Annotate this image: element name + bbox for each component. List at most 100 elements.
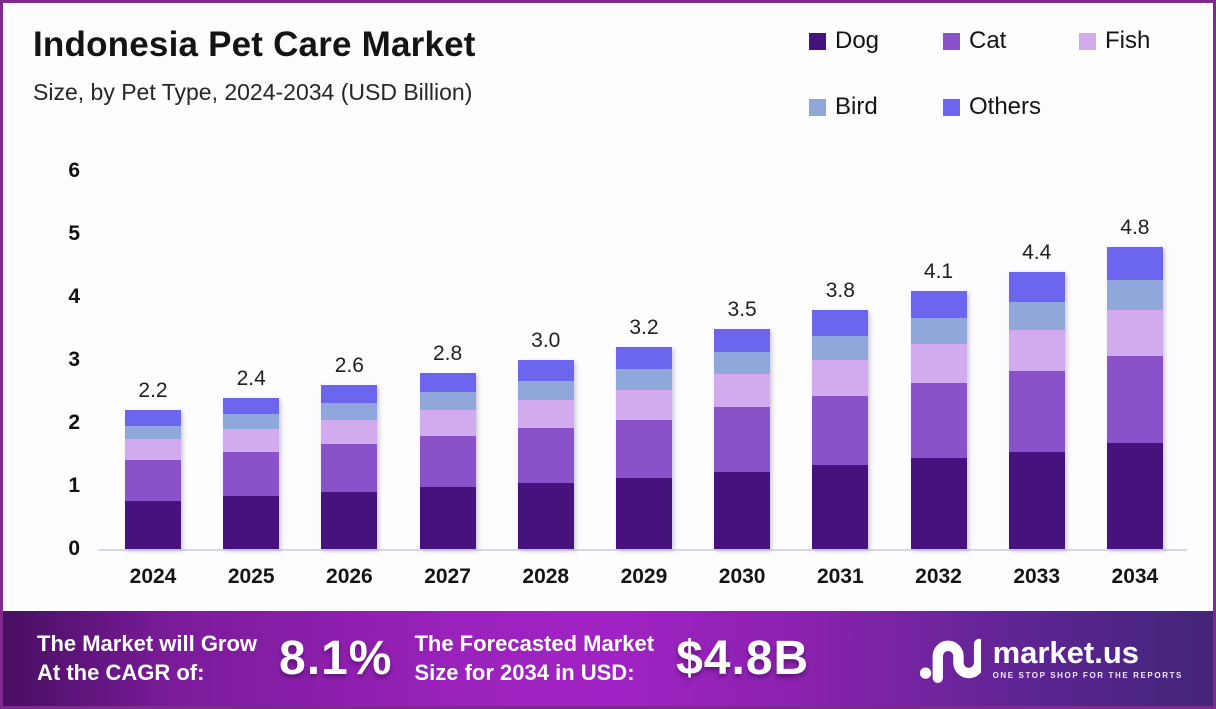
chart-area: 6 5 4 3 2 1 0 2.2 2.4 2.6 2.8 3.0 3.2 3.5 3.8 4.1 4.4 4.…: [3, 159, 1213, 560]
bar-segment-dog-2033: [1008, 451, 1065, 549]
cagr-label-line1: The Market will Grow: [37, 630, 258, 656]
bar-stack-2029: [615, 347, 672, 549]
bar-segment-cat-2034: [1106, 355, 1163, 444]
bar-segment-others-2032: [910, 290, 967, 319]
bar-group-2028: 3.0: [517, 329, 574, 549]
bar-segment-others-2026: [321, 385, 378, 404]
bar-segment-cat-2030: [714, 407, 771, 472]
bar-segment-cat-2029: [615, 419, 672, 479]
bar-segment-fish-2033: [1008, 329, 1065, 372]
bar-group-2033: 4.4: [1008, 240, 1065, 549]
x-axis: 2024 2025 2026 2027 2028 2029 2030 2031 2032 2033…: [98, 565, 1187, 589]
x-label-2031: 2031: [816, 565, 864, 588]
bar-group-2025: 2.4: [223, 366, 280, 549]
bar-segment-fish-2028: [517, 399, 574, 429]
bar-segment-cat-2024: [125, 460, 181, 501]
logo-tagline: ONE STOP SHOP FOR THE REPORTS: [992, 671, 1183, 680]
legend-item-dog: Dog: [809, 27, 943, 55]
x-label-2030: 2030: [718, 565, 766, 588]
y-tick-4: 4: [68, 285, 80, 308]
bar-segment-bird-2026: [321, 403, 378, 420]
bar-stack-2025: [223, 397, 280, 549]
bar-segment-dog-2028: [517, 482, 574, 549]
x-label-2025: 2025: [227, 565, 275, 588]
y-tick-5: 5: [68, 222, 80, 245]
bar-segment-fish-2026: [321, 419, 378, 445]
legend-item-cat: Cat: [943, 27, 1079, 55]
x-axis-spacer: [3, 565, 98, 589]
bar-segment-fish-2029: [615, 389, 672, 420]
legend-label: Others: [969, 93, 1042, 120]
forecast-label-line2: Size for 2034 in USD:: [414, 659, 635, 685]
cagr-label-line2: At the CAGR of:: [37, 659, 205, 685]
bar-segment-others-2030: [714, 328, 771, 352]
legend-item-fish: Fish: [1079, 27, 1189, 55]
legend-item-others: Others: [943, 93, 1079, 121]
bar-segment-fish-2027: [419, 409, 476, 437]
bar-segment-cat-2028: [517, 428, 574, 483]
title-block: Indonesia Pet Care Market Size, by Pet T…: [33, 19, 809, 171]
header: Indonesia Pet Care Market Size, by Pet T…: [3, 3, 1213, 171]
bar-segment-others-2024: [125, 410, 181, 426]
bar-total-label-2034: 4.8: [1120, 215, 1150, 239]
bar-segment-dog-2031: [812, 465, 869, 549]
y-tick-6: 6: [68, 159, 80, 182]
bar-group-2030: 3.5: [714, 297, 771, 549]
cagr-label: The Market will Grow At the CAGR of:: [37, 630, 257, 687]
legend: Dog Cat Fish Bird Others: [809, 27, 1189, 171]
bar-stack-2028: [517, 360, 574, 549]
x-label-2028: 2028: [522, 565, 570, 588]
bar-segment-fish-2030: [714, 373, 771, 408]
bar-segment-dog-2030: [714, 471, 771, 549]
bar-segment-cat-2032: [910, 383, 967, 459]
plot-area: 2.2 2.4 2.6 2.8 3.0 3.2 3.5 3.8 4.1 4.4 4.8: [98, 171, 1187, 551]
bird-swatch-icon: [809, 98, 826, 116]
bar-total-label-2027: 2.8: [432, 341, 463, 365]
bar-segment-others-2031: [812, 309, 869, 337]
bar-total-label-2030: 3.5: [727, 297, 757, 321]
y-tick-2: 2: [68, 411, 80, 434]
bar-segment-cat-2026: [321, 444, 378, 492]
bar-total-label-2033: 4.4: [1022, 240, 1052, 264]
bar-segment-dog-2032: [910, 458, 967, 549]
y-tick-3: 3: [68, 348, 80, 371]
bar-stack-2034: [1106, 246, 1163, 549]
bar-segment-fish-2025: [223, 429, 280, 452]
bar-segment-cat-2027: [419, 436, 476, 488]
x-label-2029: 2029: [620, 565, 668, 588]
x-label-2027: 2027: [424, 565, 471, 588]
logo-text: market.us: [992, 635, 1140, 670]
bar-stack-2033: [1008, 271, 1065, 549]
bar-segment-others-2033: [1008, 271, 1065, 303]
cagr-value: 8.1%: [279, 632, 393, 685]
x-label-2034: 2034: [1111, 565, 1159, 588]
marketus-logo: market.us ONE STOP SHOP FOR THE REPORTS: [919, 631, 1183, 687]
dog-swatch-icon: [809, 32, 826, 50]
bar-segment-bird-2032: [910, 318, 967, 345]
x-label-2026: 2026: [326, 565, 373, 588]
bar-segment-dog-2029: [615, 478, 672, 549]
bar-stack-2032: [910, 290, 967, 549]
bar-segment-dog-2026: [321, 491, 378, 549]
legend-label: Fish: [1105, 27, 1151, 54]
bar-total-label-2024: 2.2: [138, 379, 168, 403]
bar-total-label-2031: 3.8: [825, 278, 855, 302]
bar-stack-2026: [321, 385, 378, 549]
bar-segment-bird-2031: [812, 336, 869, 361]
bar-total-label-2025: 2.4: [236, 366, 266, 390]
marketus-logo-icon: [919, 631, 981, 687]
bar-stack-2027: [419, 372, 476, 549]
bar-segment-bird-2029: [615, 369, 672, 390]
x-label-2024: 2024: [129, 565, 177, 588]
legend-label: Cat: [969, 27, 1007, 54]
bar-segment-bird-2033: [1008, 302, 1065, 330]
bar-segment-others-2034: [1106, 246, 1163, 281]
bar-total-label-2026: 2.6: [334, 354, 364, 378]
y-tick-1: 1: [68, 474, 80, 497]
bar-segment-others-2027: [419, 372, 476, 393]
x-axis-row: 2024 2025 2026 2027 2028 2029 2030 2031 2032 2033…: [3, 565, 1213, 589]
legend-label: Bird: [835, 93, 878, 120]
bar-segment-cat-2031: [812, 395, 869, 466]
forecast-label: The Forecasted Market Size for 2034 in U…: [414, 630, 654, 687]
